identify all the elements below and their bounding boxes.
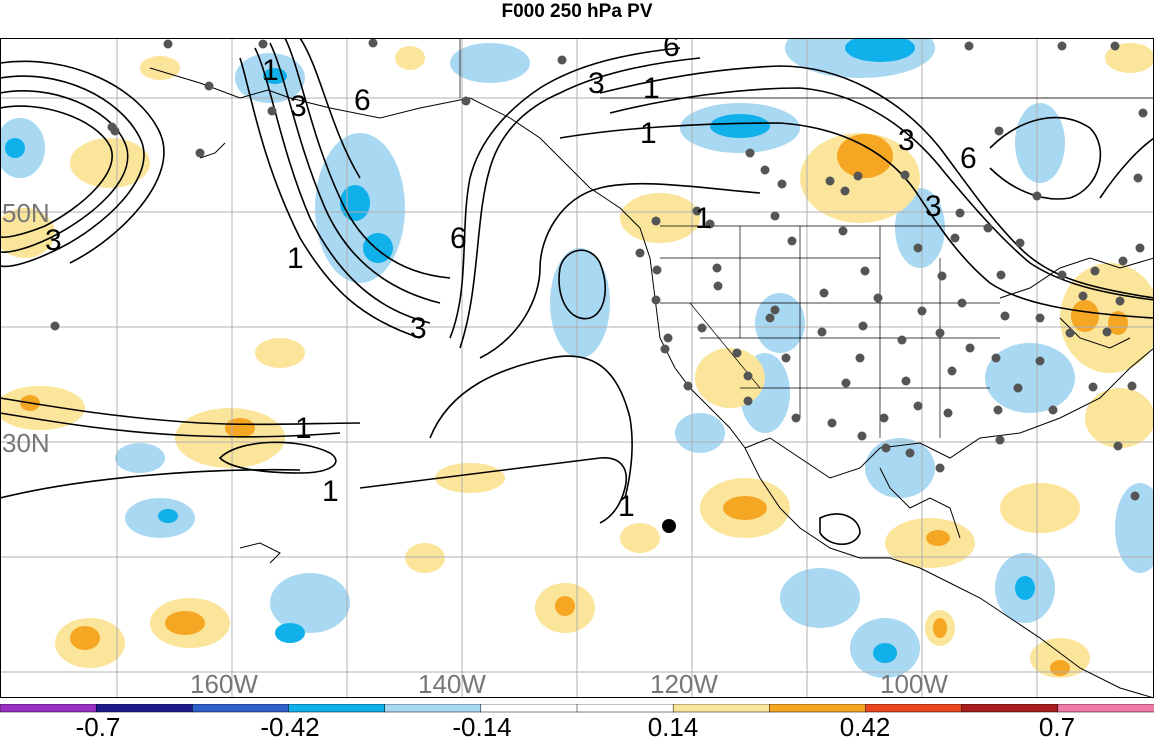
colorbar-swatch: [769, 704, 867, 713]
colorbar-tick-label: 0.7: [1039, 712, 1075, 739]
colorbar-swatch: [961, 704, 1059, 713]
contour-label-3: 3: [45, 224, 62, 257]
lon-label-100w: 100W: [880, 669, 948, 698]
contour-label-3: 3: [588, 67, 605, 100]
contour-label-6: 6: [960, 142, 977, 175]
colorbar-swatch: [865, 704, 963, 713]
lon-label-160w: 160W: [190, 669, 258, 698]
contour-label-1: 1: [295, 412, 312, 445]
contour-label-1: 1: [643, 72, 660, 105]
contour-label-1: 1: [640, 117, 657, 150]
coastlines: [149, 67, 1154, 698]
contour-label-group: 1 1 1 1 1 1 1 1 3 3 3 3 3 3 6 6 6 6: [45, 38, 977, 523]
colorbar-swatch: [288, 704, 386, 713]
colorbar-tick-label: 0.14: [648, 712, 699, 739]
station-dots: [50, 38, 1148, 501]
lon-label-140w: 140W: [418, 669, 486, 698]
colorbar-swatch: [1057, 704, 1154, 713]
contour-label-1: 1: [695, 202, 712, 235]
colorbar-swatch: [384, 704, 482, 713]
contour-label-6: 6: [663, 38, 680, 63]
contour-label-6: 6: [450, 222, 467, 255]
colorbar-tick-label: -0.14: [452, 712, 511, 739]
contour-label-6: 6: [354, 84, 371, 117]
contour-label-3: 3: [925, 190, 942, 223]
pv-map: 1 1 1 1 1 1 1 1 3 3 3 3 3 3 6 6 6 6 50N …: [0, 38, 1154, 698]
contour-label-1: 1: [287, 242, 304, 275]
lat-label-50n: 50N: [2, 198, 50, 228]
axis-labels: 50N 30N 160W 140W 120W 100W: [2, 198, 948, 698]
contour-label-1: 1: [618, 490, 635, 523]
map-title: F000 250 hPa PV: [501, 1, 653, 22]
marker-dot: [662, 519, 676, 533]
colorbar-swatch: [192, 704, 290, 713]
contour-label-3: 3: [290, 90, 307, 123]
colorbar-swatch: [672, 704, 771, 713]
colorbar-swatch: [95, 704, 194, 713]
lat-label-30n: 30N: [2, 428, 50, 458]
contour-label-1: 1: [322, 475, 339, 508]
contour-label-3: 3: [898, 124, 915, 157]
graticule: [0, 38, 1154, 698]
colorbar-swatch: [480, 704, 578, 713]
colorbar-tick-label: -0.7: [76, 712, 121, 739]
pv-contours: [0, 38, 1154, 546]
colorbar-tick-label: -0.42: [260, 712, 319, 739]
lon-label-120w: 120W: [650, 669, 718, 698]
colorbar-swatches: [0, 704, 1154, 713]
colorbar-tick-label: 0.42: [840, 712, 891, 739]
colorbar-swatch: [576, 704, 674, 713]
colorbar: -0.7 -0.42 -0.14 0.14 0.42 0.7: [0, 704, 1154, 739]
contour-label-1: 1: [262, 54, 279, 87]
contour-label-3: 3: [410, 312, 427, 345]
colorbar-swatch: [0, 704, 97, 713]
state-borders: [459, 38, 1154, 438]
